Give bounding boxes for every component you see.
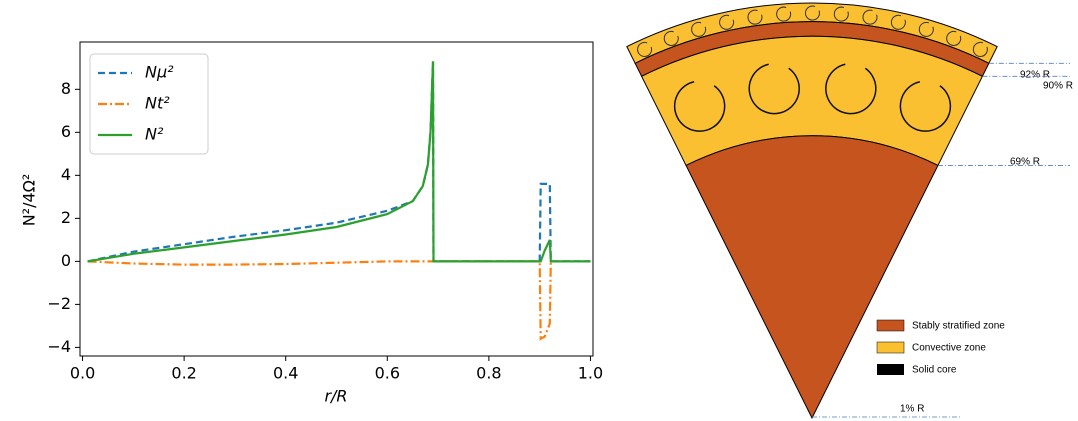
y-tick-label: −2 [47,294,71,313]
legend-label: Stably stratified zone [912,321,1005,332]
legend-label: Convective zone [912,343,986,354]
x-tick-label: 0.6 [375,364,400,383]
y-tick-label: −4 [47,337,71,356]
y-tick-label: 2 [61,208,71,227]
legend-swatch [877,320,904,331]
level-label: 69% R [1010,157,1040,168]
diagram: 92% R90% R 69% R 1% R Stably stratified zon… [627,3,1073,418]
x-axis-label: r/R [324,387,347,406]
legend-label: Nμ² [145,63,174,82]
zone [686,136,938,418]
legend-swatch [877,364,904,375]
x-tick-label: 0.2 [171,364,196,383]
y-tick-label: 0 [61,251,71,270]
y-tick-label: 6 [61,122,71,141]
series-line [88,261,551,338]
legend-label: Solid core [912,365,957,376]
legend-label: N² [145,125,164,144]
legend-label: Nt² [145,94,170,113]
x-tick-label: 1.0 [578,364,603,383]
x-tick-label: 0.8 [476,364,501,383]
level-label: 92% R [1020,70,1050,81]
y-axis-label: N²/4Ω² [20,174,39,227]
y-tick-label: 4 [61,165,71,184]
x-tick-label: 0.4 [273,364,298,383]
level-label: 90% R [1043,81,1073,92]
legend-swatch [877,342,904,353]
x-tick-label: 0.0 [70,364,95,383]
y-tick-label: 8 [61,79,71,98]
figure: r/R N²/4Ω² 92% R90% R 69% R 1% R Stably str… [0,0,1078,421]
level-label: 1% R [900,404,924,415]
